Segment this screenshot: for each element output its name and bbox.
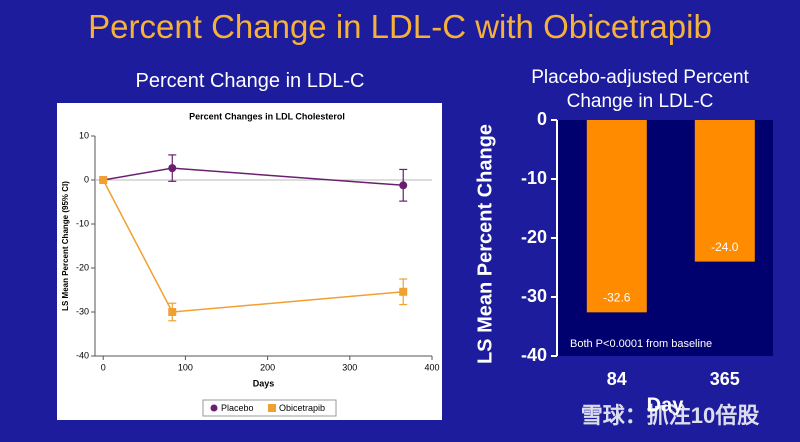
value-label: -32.6 [603, 291, 631, 305]
legend-label: Obicetrapib [279, 403, 325, 413]
chart-title: Percent Changes in LDL Cholesterol [189, 111, 345, 121]
y-tick-label: -20 [521, 227, 547, 247]
x-tick-label: 365 [710, 369, 740, 389]
point [168, 164, 177, 173]
y-tick-label: -30 [76, 306, 89, 316]
x-tick-label: 400 [424, 362, 439, 372]
y-tick-label: -40 [521, 345, 547, 365]
x-axis-label: Days [253, 378, 275, 388]
y-tick-label: 0 [84, 174, 89, 184]
y-axis-label: LS Mean Percent Change (95% CI) [61, 181, 70, 311]
x-axis-label: Day [647, 394, 685, 416]
watermark: 雪球：抓注10倍股 [580, 403, 760, 428]
bar [586, 120, 647, 313]
annotation: Both P<0.0001 from baseline [570, 338, 712, 350]
y-tick-label: -40 [76, 350, 89, 360]
chart-subtitle: Percent Change in LDL-C [135, 70, 365, 92]
y-tick-label: -10 [76, 218, 89, 228]
point [168, 308, 177, 316]
x-tick-label: 84 [607, 369, 627, 389]
x-tick-label: 100 [178, 362, 193, 372]
y-tick-label: -20 [76, 262, 89, 272]
y-tick-label: -30 [521, 286, 547, 306]
x-tick-label: 200 [260, 362, 275, 372]
x-tick-label: 0 [101, 362, 106, 372]
legend-marker [268, 404, 276, 412]
legend-marker [210, 404, 218, 412]
point [399, 181, 408, 190]
bar [694, 120, 755, 262]
chart-panel [57, 103, 442, 420]
y-tick-label: 0 [537, 109, 547, 129]
point [399, 287, 408, 296]
slide-title: Percent Change in LDL-C with Obicetrapib [88, 8, 712, 45]
y-axis-label: LS Mean Percent Change [474, 124, 496, 364]
chart-title: Placebo-adjusted Percent Change in LDL-C [531, 67, 749, 112]
value-label: -24.0 [711, 240, 739, 254]
y-tick-label: -10 [521, 168, 547, 188]
x-tick-label: 300 [342, 362, 357, 372]
point [99, 176, 108, 184]
y-tick-label: 10 [79, 130, 89, 140]
legend-label: Placebo [221, 403, 254, 413]
